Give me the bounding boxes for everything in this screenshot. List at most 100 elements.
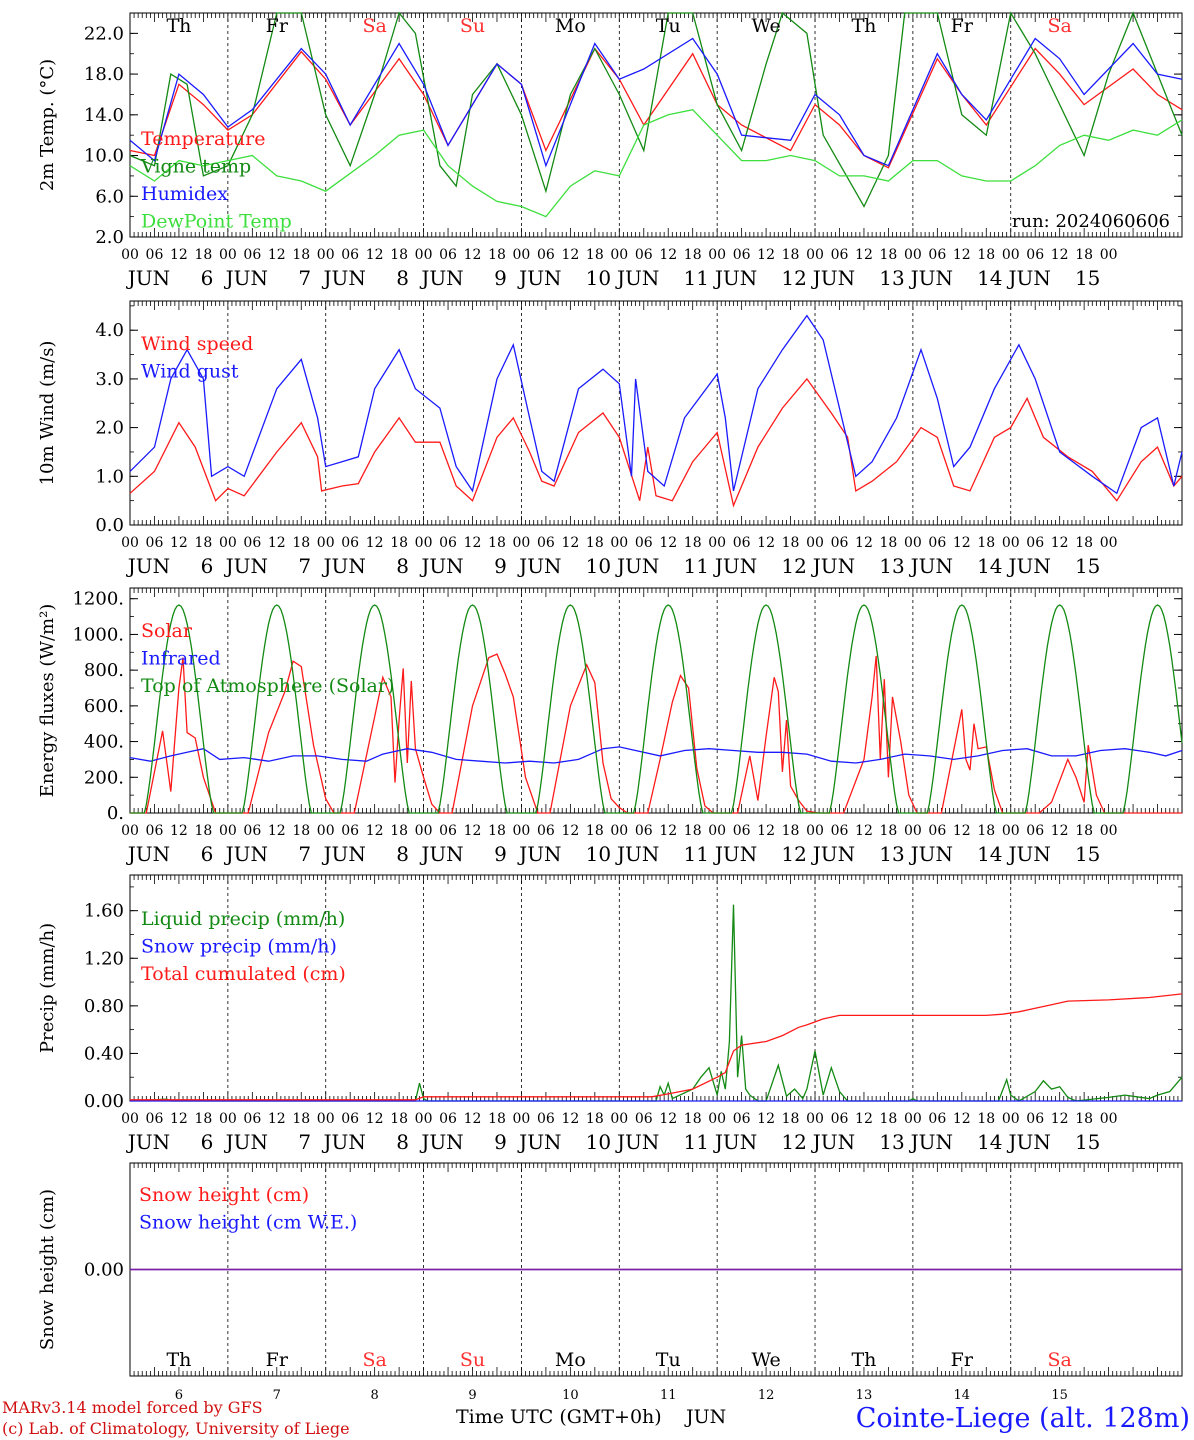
month-label: JUN <box>615 842 659 866</box>
month-label: JUN <box>811 1130 855 1154</box>
panel-frame <box>129 12 1183 238</box>
hour-tick-label: 06 <box>635 1111 653 1127</box>
legend-entry: Wind speed <box>141 333 253 355</box>
series-line-solar <box>130 653 1182 814</box>
hour-tick-label: 18 <box>1075 1111 1093 1127</box>
hour-tick-label: 12 <box>366 823 384 839</box>
hour-tick-label: 06 <box>733 535 751 551</box>
hour-tick-label: 18 <box>977 247 995 263</box>
y-tick-label: 0.0 <box>95 515 124 536</box>
hour-tick-label: 12 <box>170 247 188 263</box>
hour-tick-label: 06 <box>831 247 849 263</box>
day-number-label: 12 <box>781 554 806 578</box>
day-number-label: 9 <box>494 554 507 578</box>
date-label: 15 <box>1051 1388 1068 1403</box>
day-number-label: 7 <box>298 554 311 578</box>
weekday-label: Su <box>460 15 485 37</box>
hour-tick-label: 00 <box>317 535 335 551</box>
hour-tick-label: 00 <box>904 1111 922 1127</box>
day-number-label: 15 <box>1075 1130 1100 1154</box>
day-number-label: 8 <box>396 266 409 290</box>
y-axis-label: Precip (mm/h) <box>37 923 58 1053</box>
hour-tick-label: 00 <box>708 1111 726 1127</box>
hour-tick-label: 00 <box>513 823 531 839</box>
panel-frame <box>129 300 1183 526</box>
hour-tick-label: 18 <box>977 823 995 839</box>
weekday-label: Th <box>851 15 876 37</box>
y-tick-label: 0.80 <box>84 996 124 1017</box>
month-label: JUN <box>224 842 268 866</box>
hour-tick-label: 00 <box>415 823 433 839</box>
hour-tick-label: 06 <box>537 823 555 839</box>
hour-tick-label: 12 <box>268 247 286 263</box>
hour-tick-label: 12 <box>561 1111 579 1127</box>
y-tick-label: 2.0 <box>95 418 124 439</box>
y-tick-label: 600. <box>84 696 124 717</box>
month-label: JUN <box>126 554 170 578</box>
hour-tick-label: 18 <box>977 535 995 551</box>
hour-tick-label: 18 <box>782 823 800 839</box>
weekday-label: Th <box>166 15 191 37</box>
month-label: JUN <box>419 554 463 578</box>
month-label: JUN <box>909 842 953 866</box>
y-tick-label: 22.0 <box>84 23 124 44</box>
weekday-label: Th <box>166 1349 191 1371</box>
month-label: JUN <box>811 266 855 290</box>
series-line-infrared <box>129 746 1183 764</box>
hour-tick-label: 00 <box>513 535 531 551</box>
hour-tick-label: 12 <box>757 247 775 263</box>
weekday-label: Fr <box>266 15 289 37</box>
month-label: JUN <box>909 266 953 290</box>
hour-tick-label: 18 <box>292 535 310 551</box>
hour-tick-label: 00 <box>904 247 922 263</box>
day-number-label: 6 <box>201 1130 214 1154</box>
hour-tick-label: 12 <box>659 535 677 551</box>
day-number-label: 8 <box>396 1130 409 1154</box>
y-tick-label: 0.00 <box>84 1260 124 1281</box>
hour-tick-label: 18 <box>880 535 898 551</box>
hour-tick-label: 12 <box>659 1111 677 1127</box>
month-label: JUN <box>713 842 757 866</box>
hour-tick-label: 00 <box>121 247 139 263</box>
hour-tick-label: 06 <box>733 823 751 839</box>
hour-tick-label: 12 <box>1051 1111 1069 1127</box>
month-label: JUN <box>1006 842 1050 866</box>
month-label: JUN <box>1006 1130 1050 1154</box>
hour-tick-label: 06 <box>243 247 261 263</box>
series-line-temperature <box>129 47 1183 169</box>
day-number-label: 8 <box>396 554 409 578</box>
legend-entry: Liquid precip (mm/h) <box>141 908 345 930</box>
hour-tick-label: 12 <box>464 823 482 839</box>
hour-tick-label: 12 <box>1051 535 1069 551</box>
day-number-label: 12 <box>781 1130 806 1154</box>
weekday-label: Sa <box>362 1349 386 1371</box>
weekday-label: Tu <box>656 15 681 37</box>
hour-tick-label: 06 <box>733 1111 751 1127</box>
hour-tick-label: 00 <box>415 535 433 551</box>
hour-tick-label: 18 <box>1075 247 1093 263</box>
weekday-label: Sa <box>1048 15 1072 37</box>
day-number-label: 8 <box>396 842 409 866</box>
hour-tick-label: 06 <box>831 535 849 551</box>
hour-tick-label: 18 <box>194 823 212 839</box>
legend-entry: Humidex <box>141 183 228 205</box>
hour-tick-label: 12 <box>1051 247 1069 263</box>
hour-tick-label: 00 <box>219 247 237 263</box>
y-tick-label: 0.40 <box>84 1043 124 1064</box>
hour-tick-label: 12 <box>953 535 971 551</box>
hour-tick-label: 00 <box>610 535 628 551</box>
hour-tick-label: 00 <box>904 535 922 551</box>
hour-tick-label: 00 <box>806 1111 824 1127</box>
date-label: 8 <box>371 1388 379 1403</box>
hour-tick-label: 12 <box>757 535 775 551</box>
hour-tick-label: 00 <box>513 247 531 263</box>
day-number-label: 10 <box>586 842 611 866</box>
hour-tick-label: 06 <box>341 535 359 551</box>
hour-tick-label: 00 <box>121 823 139 839</box>
day-number-label: 12 <box>781 266 806 290</box>
hour-tick-label: 18 <box>1075 823 1093 839</box>
hour-tick-label: 00 <box>708 535 726 551</box>
month-label: JUN <box>321 842 365 866</box>
credit-lab: (c) Lab. of Climatology, University of L… <box>2 1419 350 1438</box>
